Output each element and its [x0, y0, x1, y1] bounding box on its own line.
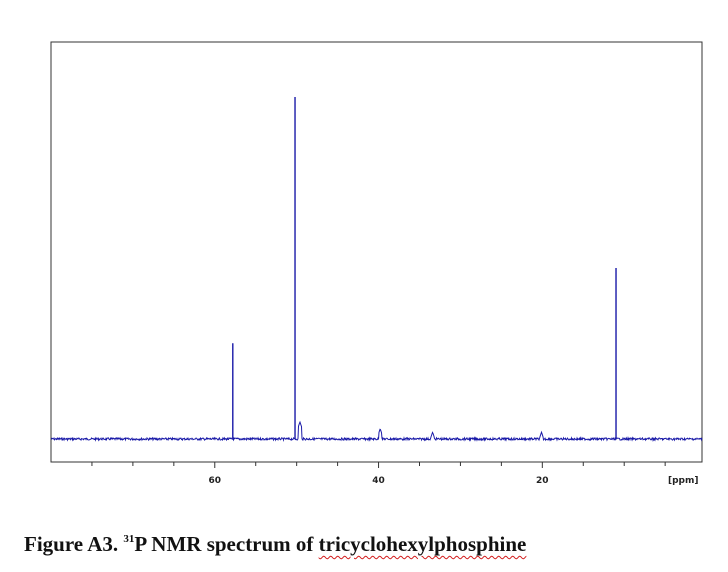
caption-prefix: Figure A3. — [24, 532, 124, 556]
peak-marks — [232, 97, 617, 439]
nmr-spectrum-chart: 60 40 20 [ppm] — [50, 41, 703, 486]
spectrum-line — [50, 420, 703, 443]
figure-caption: Figure A3. 31P NMR spectrum of tricycloh… — [24, 532, 526, 557]
caption-isotope-superscript: 31 — [123, 533, 135, 545]
x-axis-ticks — [91, 462, 666, 468]
x-tick-label: 20 — [536, 476, 549, 486]
x-axis-unit-label: [ppm] — [668, 476, 699, 486]
x-axis-tick-labels: 60 40 20 — [209, 476, 549, 486]
x-tick-label: 40 — [372, 476, 385, 486]
plot-frame — [50, 41, 703, 463]
caption-middle: P NMR spectrum of — [134, 532, 319, 556]
caption-compound-name: tricyclohexylphosphine — [318, 532, 527, 556]
x-tick-label: 60 — [209, 476, 222, 486]
